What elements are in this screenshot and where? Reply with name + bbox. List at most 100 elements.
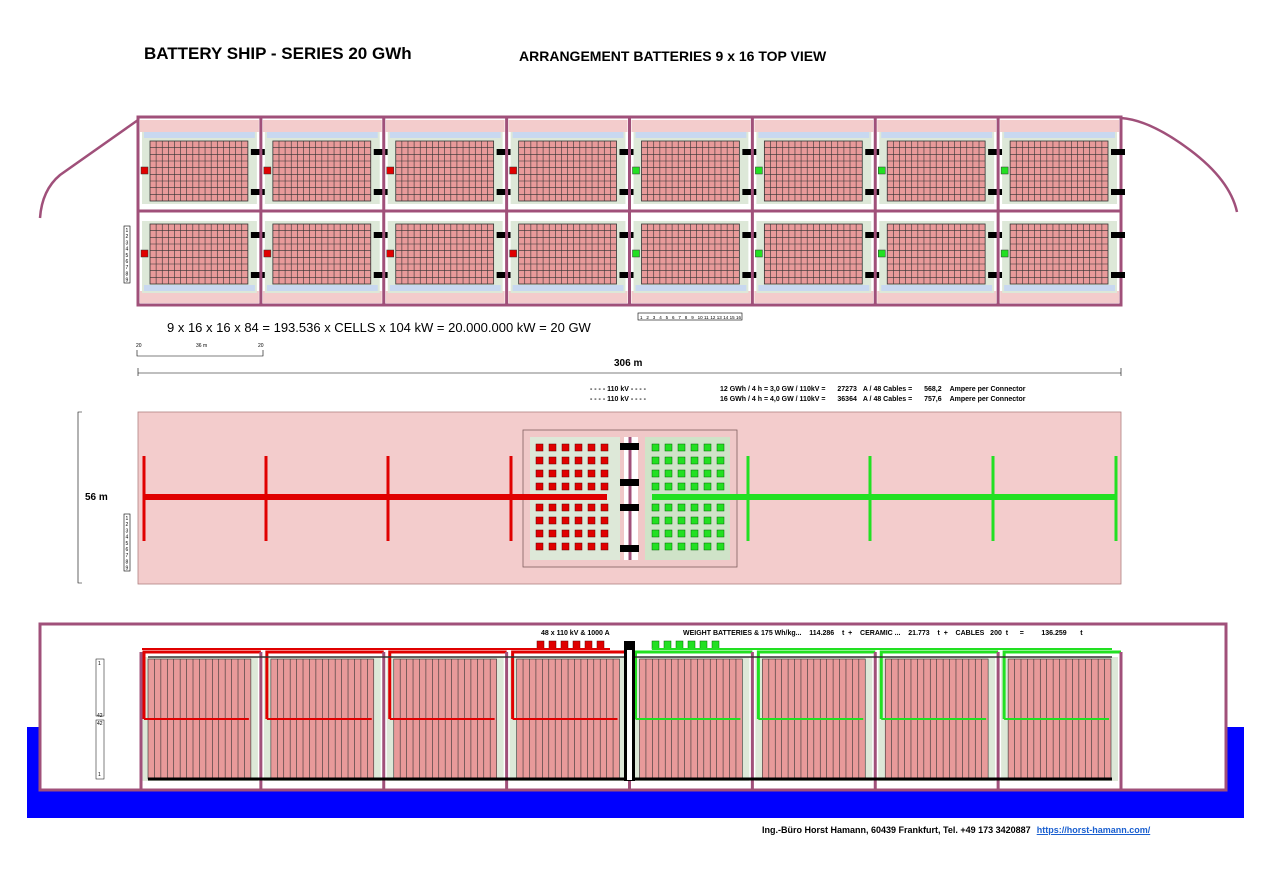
red-branch — [386, 456, 390, 541]
deck-strip — [1000, 291, 1119, 303]
cooling-strip — [881, 285, 993, 291]
cell-grid — [1010, 224, 1108, 284]
red-converter — [574, 482, 583, 491]
cell-grid — [887, 141, 986, 201]
row-label: 2 — [126, 234, 129, 240]
green-converter — [690, 443, 699, 452]
width-dimension — [77, 411, 82, 584]
calc-unit: Ampere per Connector — [949, 386, 1026, 393]
column-label: 3 — [653, 315, 656, 320]
green-terminal — [878, 166, 886, 175]
green-branch — [868, 456, 872, 541]
red-converter — [574, 443, 583, 452]
column-label: 13 — [717, 315, 723, 320]
green-converter — [690, 503, 699, 512]
green-converter — [703, 529, 712, 538]
green-terminal — [878, 249, 886, 258]
green-converter — [703, 516, 712, 525]
cell-grid — [272, 224, 371, 284]
green-converter — [677, 516, 686, 525]
calc-line-2: 16 GWh / 4 h = 4,0 GW / 110kV = 36364 A … — [720, 396, 1025, 403]
column-label: 7 — [678, 315, 681, 320]
green-busbar — [652, 494, 1116, 500]
red-converter — [561, 456, 570, 465]
green-terminal — [1000, 249, 1009, 258]
cell-grid — [641, 141, 740, 201]
green-converter — [677, 456, 686, 465]
green-converter — [690, 482, 699, 491]
red-converter — [548, 516, 557, 525]
cell-grid — [518, 224, 617, 284]
deck-strip — [262, 291, 382, 303]
green-converter — [677, 529, 686, 538]
side-riser-cable — [634, 650, 753, 719]
red-branch — [509, 456, 513, 541]
red-connector — [584, 640, 593, 650]
calc-unit: Ampere per Connector — [949, 396, 1026, 403]
cell-grid — [1010, 141, 1108, 201]
cooling-strip — [758, 285, 870, 291]
red-converter — [535, 542, 544, 551]
page-title: BATTERY SHIP - SERIES 20 GWh — [144, 44, 412, 63]
red-converter — [548, 529, 557, 538]
side-riser-cable — [756, 650, 876, 719]
green-connector — [675, 640, 684, 650]
red-converter — [600, 503, 609, 512]
red-converter — [587, 529, 596, 538]
red-converter — [574, 503, 583, 512]
red-converter — [561, 503, 570, 512]
green-converter — [703, 503, 712, 512]
connector-block — [250, 232, 265, 238]
green-converter — [677, 443, 686, 452]
green-converter — [703, 456, 712, 465]
green-converter — [651, 516, 660, 525]
green-converter — [690, 469, 699, 478]
calc-gwh: 16 GWh / 4 h = 4,0 GW / 110kV = — [720, 396, 826, 403]
green-converter — [677, 503, 686, 512]
column-label-box — [637, 312, 743, 321]
deck-strip — [877, 291, 997, 303]
green-converter — [677, 469, 686, 478]
footer-contact: Ing.-Büro Horst Hamann, 60439 Frankfurt,… — [762, 825, 1031, 835]
side-scale-upper — [95, 658, 105, 717]
column-label: 6 — [672, 315, 675, 320]
cooling-strip — [266, 285, 378, 291]
green-branch — [746, 456, 750, 541]
cell-grid — [887, 224, 986, 284]
red-terminal — [509, 166, 517, 175]
red-terminal — [140, 249, 149, 258]
green-converter — [716, 456, 725, 465]
ship-length-label: 306 m — [614, 358, 643, 369]
green-branch — [1114, 456, 1118, 541]
footer-link[interactable]: https://horst-hamann.com/ — [1036, 825, 1151, 835]
red-converter — [600, 542, 609, 551]
green-terminal — [632, 249, 640, 258]
red-terminal — [263, 166, 272, 175]
deck-strip — [508, 120, 628, 132]
red-converter — [600, 529, 609, 538]
row-label-box — [123, 225, 131, 284]
red-converter — [561, 529, 570, 538]
row-label: 7 — [126, 265, 129, 271]
connector-block — [373, 272, 388, 278]
green-terminal — [632, 166, 640, 175]
side-scale-lower — [95, 719, 105, 780]
cooling-strip — [512, 132, 624, 138]
row-label: 3 — [126, 528, 129, 534]
scale-mid-label: 36 m — [196, 343, 208, 349]
red-converter — [574, 529, 583, 538]
red-converter — [561, 443, 570, 452]
green-converter — [664, 482, 673, 491]
green-converter — [651, 503, 660, 512]
red-converter — [548, 482, 557, 491]
red-connector — [596, 640, 605, 650]
row-label: 9 — [126, 278, 129, 284]
red-connector — [560, 640, 569, 650]
green-converter — [690, 542, 699, 551]
connector-block — [496, 272, 511, 278]
green-converter — [664, 542, 673, 551]
hull-stern-right — [1120, 116, 1239, 213]
row-label: 7 — [126, 553, 129, 559]
red-branch — [264, 456, 268, 541]
